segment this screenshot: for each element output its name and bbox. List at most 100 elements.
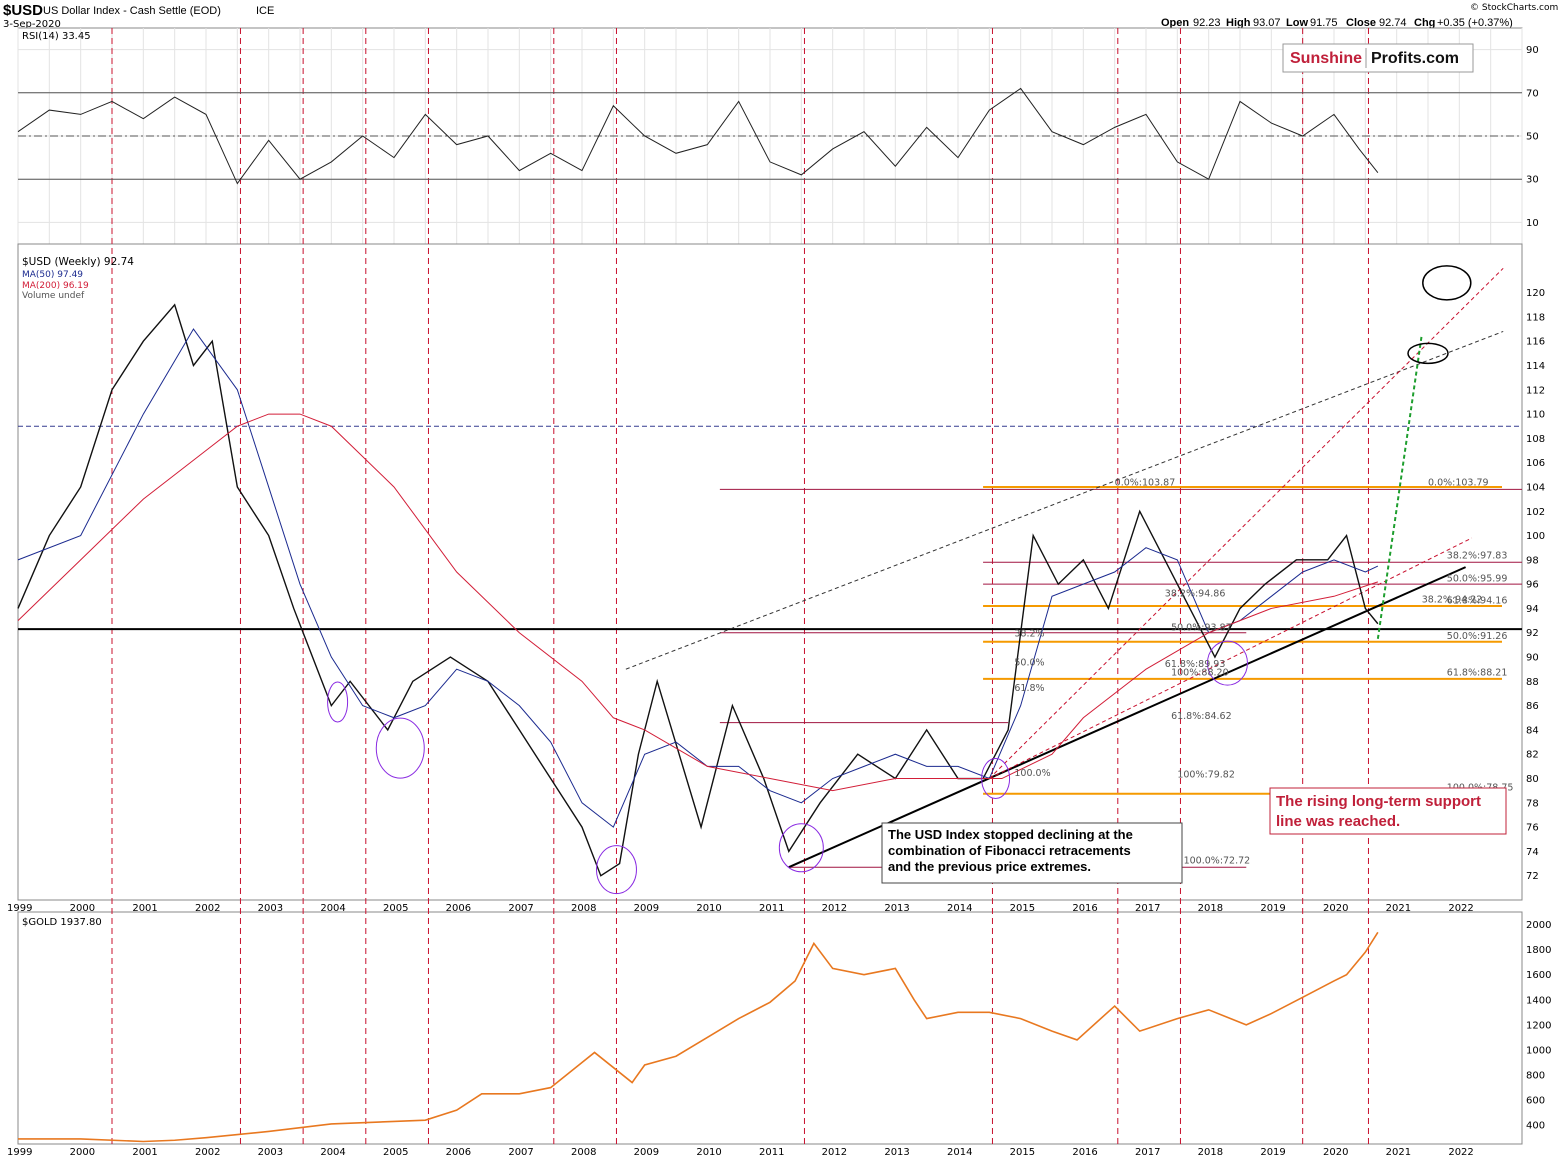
high-label: High (1226, 17, 1251, 29)
y-tick-label-price: 88 (1526, 677, 1539, 688)
y-tick-label-gold: 1200 (1526, 1020, 1551, 1031)
x-tick-label-gold: 2011 (759, 1147, 784, 1157)
logo-text-right: Profits.com (1371, 50, 1459, 67)
x-tick-label-price: 2007 (508, 903, 533, 914)
target-ellipse-120 (1422, 265, 1472, 301)
x-tick-label-gold: 2008 (571, 1147, 596, 1157)
fibonacci-label: 38.2%:94.86 (1165, 588, 1226, 599)
y-tick-label-price: 82 (1526, 750, 1539, 761)
close-value: 92.74 (1379, 17, 1407, 29)
y-tick-label-price: 112 (1526, 385, 1545, 396)
x-tick-label-gold: 2000 (70, 1147, 95, 1157)
x-tick-label-gold: 2019 (1260, 1147, 1285, 1157)
series-ma-200- (17, 413, 1379, 792)
y-tick-label-price: 102 (1526, 507, 1545, 518)
ohlc-readout: Open 92.23 High 93.07 Low 91.75 Close 92… (1161, 17, 1513, 29)
x-tick-label-price: 2012 (822, 903, 847, 914)
fibonacci-label: 100%:79.82 (1177, 769, 1235, 780)
y-tick-label-price: 94 (1526, 604, 1539, 615)
chart-symbol: $USD (3, 2, 43, 19)
x-tick-label-price: 2019 (1260, 903, 1285, 914)
x-tick-label-price: 2014 (947, 903, 972, 914)
gold-panel-frame (17, 911, 1523, 1145)
x-tick-label-price: 2015 (1010, 903, 1035, 914)
price-legend-symbol: $USD (Weekly) 92.74 (22, 256, 134, 268)
y-tick-label-price: 116 (1526, 337, 1545, 348)
fibonacci-label: 50.0%:91.26 (1447, 631, 1508, 642)
annotation-support-text: The rising long-term support line was re… (1276, 793, 1485, 830)
x-tick-label-price: 2001 (132, 903, 157, 914)
sunshine-profits-logo: Sunshine Profits.com (1282, 43, 1474, 73)
y-tick-label-rsi: 70 (1526, 88, 1539, 99)
fibonacci-label: 61.8%:94.16 (1447, 596, 1508, 607)
target-ellipse-114 (1407, 342, 1449, 365)
low-highlight-ellipse (375, 717, 425, 779)
annotation-fibonacci: The USD Index stopped declining at the c… (881, 822, 1183, 884)
y-tick-label-price: 98 (1526, 555, 1539, 566)
x-tick-label-price: 2017 (1135, 903, 1160, 914)
y-tick-label-price: 76 (1526, 823, 1539, 834)
annotation-fibonacci-line-1: The USD Index stopped declining at the (888, 827, 1133, 842)
x-tick-label-price: 2018 (1198, 903, 1223, 914)
annotation-support-line-2: line was reached. (1276, 813, 1400, 830)
gold-price-line (18, 931, 1379, 1143)
logo-frame (1282, 43, 1474, 73)
x-tick-label-price: 2022 (1448, 903, 1473, 914)
close-label: Close (1346, 17, 1376, 29)
annotation-support-box (1269, 787, 1507, 835)
x-tick-label-gold: 2018 (1198, 1147, 1223, 1157)
fibonacci-label: 61.8%:88.21 (1447, 667, 1508, 678)
x-tick-label-gold: 1999 (7, 1147, 32, 1157)
long-term-support-line (788, 566, 1467, 869)
y-tick-label-price: 118 (1526, 312, 1545, 323)
y-tick-label-rsi: 30 (1526, 175, 1539, 186)
x-tick-label-gold: 2014 (947, 1147, 972, 1157)
y-tick-label-price: 100 (1526, 531, 1545, 542)
gold-legend-text: $GOLD 1937.80 (22, 917, 102, 928)
x-tick-label-gold: 2001 (132, 1147, 157, 1157)
y-tick-label-price: 92 (1526, 628, 1539, 639)
open-label: Open (1161, 17, 1189, 29)
open-value: 92.23 (1193, 17, 1221, 29)
x-tick-label-gold: 2020 (1323, 1147, 1348, 1157)
fibonacci-label: 61.8%:89.93 (1165, 659, 1226, 670)
source-credit: © StockCharts.com (1470, 3, 1558, 13)
y-tick-label-price: 80 (1526, 774, 1539, 785)
y-tick-label-gold: 800 (1526, 1071, 1545, 1082)
y-tick-label-price: 86 (1526, 701, 1539, 712)
y-tick-label-rsi: 90 (1526, 45, 1539, 56)
y-tick-label-gold: 600 (1526, 1096, 1545, 1107)
y-tick-label-price: 106 (1526, 458, 1545, 469)
fibonacci-label: 38.2%:94.22 (1422, 594, 1483, 605)
low-highlight-ellipse (595, 845, 637, 895)
y-tick-label-price: 110 (1526, 410, 1545, 421)
red-channel-line-lower (989, 537, 1473, 779)
fibonacci-label: 61.8%:84.62 (1171, 711, 1232, 722)
x-tick-label-price: 2020 (1323, 903, 1348, 914)
annotation-fibonacci-line-3: and the previous price extremes. (888, 859, 1091, 874)
y-tick-label-gold: 1800 (1526, 945, 1551, 956)
low-highlight-ellipse (327, 681, 349, 723)
x-tick-label-gold: 2017 (1135, 1147, 1160, 1157)
projection-line (1376, 334, 1423, 639)
low-label: Low (1286, 17, 1308, 29)
x-tick-label-price: 2005 (383, 903, 408, 914)
x-tick-label-gold: 2005 (383, 1147, 408, 1157)
x-tick-label-price: 2021 (1386, 903, 1411, 914)
x-tick-label-gold: 2010 (696, 1147, 721, 1157)
y-tick-label-gold: 1000 (1526, 1045, 1551, 1056)
chart-name: US Dollar Index - Cash Settle (EOD) (43, 5, 221, 17)
upper-channel-line (625, 331, 1504, 670)
low-highlight-ellipse (1206, 640, 1248, 686)
y-tick-label-price: 114 (1526, 361, 1545, 372)
fibonacci-label: 50.0% (1014, 658, 1044, 669)
price-legend: $USD (Weekly) 92.74 MA(50) 97.49 MA(200)… (22, 256, 134, 301)
series-ma-50- (17, 328, 1379, 828)
chg-value: +0.35 (+0.37%) (1437, 17, 1513, 29)
x-tick-label-gold: 2002 (195, 1147, 220, 1157)
x-tick-label-gold: 2003 (258, 1147, 283, 1157)
annotation-fibonacci-text: The USD Index stopped declining at the c… (888, 827, 1136, 874)
fibonacci-label: 100.0%:72.72 (1184, 856, 1251, 867)
fibonacci-label: 50.0%:95.99 (1447, 574, 1508, 585)
